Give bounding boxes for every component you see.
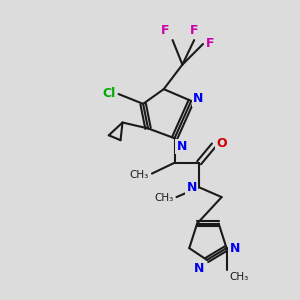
Text: N: N bbox=[194, 262, 204, 275]
Text: O: O bbox=[217, 136, 227, 150]
Text: F: F bbox=[190, 24, 198, 37]
Text: CH₃: CH₃ bbox=[154, 193, 174, 203]
Text: CH₃: CH₃ bbox=[230, 272, 249, 282]
Text: N: N bbox=[193, 92, 204, 106]
Text: F: F bbox=[161, 24, 170, 37]
Text: Cl: Cl bbox=[102, 87, 116, 100]
Text: N: N bbox=[230, 242, 240, 255]
Text: CH₃: CH₃ bbox=[130, 169, 149, 179]
Text: N: N bbox=[176, 140, 187, 153]
Text: N: N bbox=[187, 181, 197, 194]
Text: F: F bbox=[206, 37, 214, 50]
